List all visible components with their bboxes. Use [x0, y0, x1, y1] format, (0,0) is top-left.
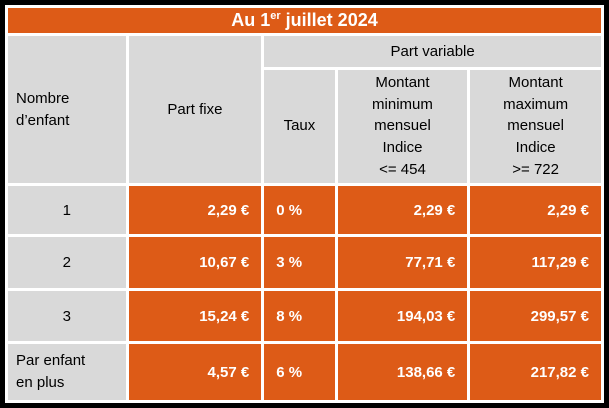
- header-montant-max: Montant maximum mensuel Indice >= 722: [470, 69, 601, 183]
- header-part-variable: Part variable: [264, 36, 601, 67]
- header-row-subcolumns: Taux Montant minimum mensuel Indice <= 4…: [8, 69, 601, 183]
- header-montant-min: Montant minimum mensuel Indice <= 454: [337, 69, 468, 183]
- montant-min-value: 138,66 €: [337, 344, 468, 400]
- title-superscript: er: [270, 10, 281, 23]
- montant-min-value: 77,71 €: [337, 237, 468, 288]
- part-fixe-value: 2,29 €: [128, 185, 262, 235]
- part-fixe-value: 15,24 €: [128, 290, 262, 342]
- header-row-part-variable: Nombre d’enfant Part fixe Part variable: [8, 36, 601, 183]
- taux-value: 8 %: [264, 290, 335, 342]
- montant-min-value: 2,29 €: [337, 185, 468, 235]
- row-label-1-child: 1: [8, 185, 126, 235]
- header-part-fixe: Part fixe: [128, 36, 262, 183]
- title-suffix: juillet 2024: [280, 10, 378, 31]
- tariff-table: Au 1er juillet 2024 Nombre d’enfant Part…: [5, 5, 604, 403]
- table-title: Au 1er juillet 2024: [8, 8, 601, 34]
- header-taux: Taux: [264, 69, 335, 183]
- part-fixe-value: 4,57 €: [128, 344, 262, 400]
- montant-min-value: 194,03 €: [337, 290, 468, 342]
- table-row: Par enfant en plus 4,57 € 6 % 138,66 € 2…: [8, 344, 601, 400]
- montant-max-value: 117,29 €: [470, 237, 601, 288]
- taux-value: 6 %: [264, 344, 335, 400]
- montant-max-value: 217,82 €: [470, 344, 601, 400]
- taux-value: 3 %: [264, 237, 335, 288]
- table-row: 1 2,29 € 0 % 2,29 € 2,29 €: [8, 185, 601, 235]
- table-row: 2 10,67 € 3 % 77,71 € 117,29 €: [8, 237, 601, 288]
- row-label-3-children: 3: [8, 290, 126, 342]
- montant-max-value: 299,57 €: [470, 290, 601, 342]
- montant-max-value: 2,29 €: [470, 185, 601, 235]
- header-nombre-enfant: Nombre d’enfant: [8, 36, 126, 183]
- table-row: 3 15,24 € 8 % 194,03 € 299,57 €: [8, 290, 601, 342]
- title-row: Au 1er juillet 2024: [8, 8, 601, 34]
- title-prefix: Au 1: [231, 10, 271, 31]
- taux-value: 0 %: [264, 185, 335, 235]
- part-fixe-value: 10,67 €: [128, 237, 262, 288]
- row-label-per-extra-child: Par enfant en plus: [8, 344, 126, 400]
- row-label-2-children: 2: [8, 237, 126, 288]
